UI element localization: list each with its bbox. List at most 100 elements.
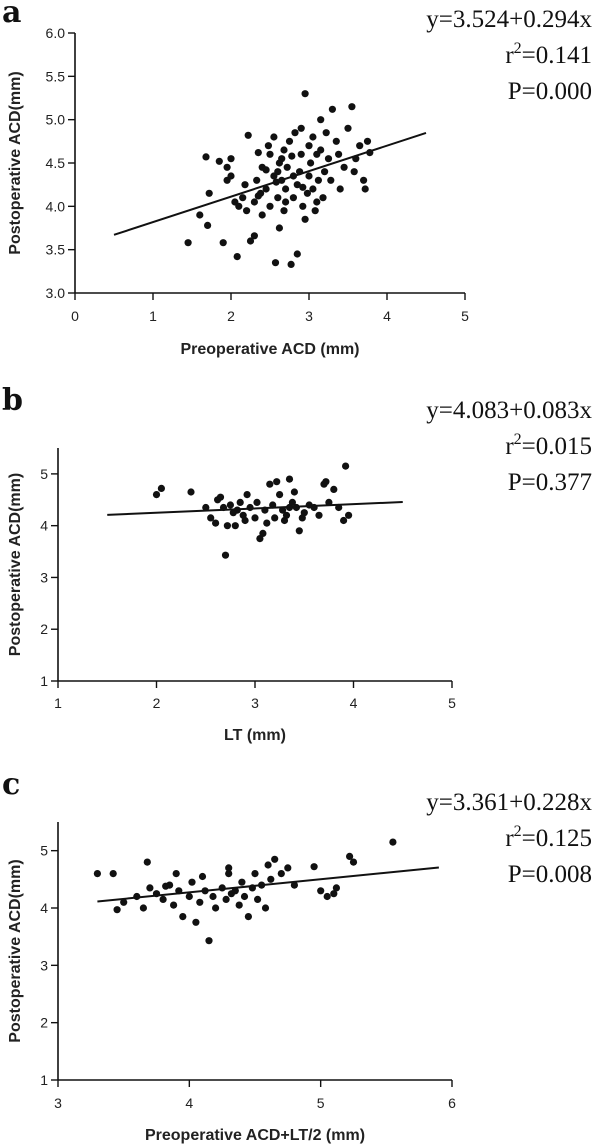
data-point xyxy=(246,503,254,512)
regression-equation: y=3.361+0.228x xyxy=(426,789,592,816)
regression-equation: y=4.083+0.083x xyxy=(426,397,592,424)
data-point xyxy=(205,937,213,945)
data-point xyxy=(336,185,344,193)
x-tick-label: 5 xyxy=(317,1095,325,1111)
data-point xyxy=(330,485,338,493)
data-point xyxy=(300,509,308,517)
data-point xyxy=(264,861,272,869)
data-point xyxy=(297,124,305,132)
data-point xyxy=(229,509,237,517)
data-point xyxy=(363,137,372,145)
data-point xyxy=(332,884,340,892)
data-point xyxy=(282,511,291,519)
data-point xyxy=(227,155,235,163)
x-axis-title: Preoperative ACD (mm) xyxy=(180,341,359,358)
data-point xyxy=(345,511,353,519)
data-point xyxy=(221,551,230,559)
y-tick-label: 1 xyxy=(40,673,48,689)
data-point xyxy=(356,142,364,150)
data-point xyxy=(264,142,272,150)
data-point xyxy=(223,522,231,530)
y-tick-label: 4.5 xyxy=(46,155,66,171)
data-point xyxy=(139,904,147,912)
data-point xyxy=(317,146,325,154)
data-point xyxy=(291,129,299,137)
data-point xyxy=(223,163,231,171)
data-point xyxy=(214,496,222,504)
data-point xyxy=(231,522,239,530)
data-point xyxy=(251,870,259,878)
regression-equation: y=3.524+0.294x xyxy=(426,6,592,33)
r-squared-prefix: r xyxy=(505,42,514,69)
data-point xyxy=(305,172,313,180)
data-point xyxy=(290,488,298,496)
data-point xyxy=(188,878,196,886)
data-point xyxy=(113,906,121,914)
x-tick-label: 5 xyxy=(461,308,469,324)
data-point xyxy=(284,864,292,872)
x-tick-label: 3 xyxy=(251,695,259,711)
data-point xyxy=(324,155,333,163)
data-point xyxy=(254,149,262,157)
data-point xyxy=(143,858,151,866)
data-point xyxy=(187,488,195,496)
data-point xyxy=(241,516,249,525)
x-tick-label: 4 xyxy=(350,695,358,711)
y-tick-label: 5.0 xyxy=(46,112,66,128)
data-point xyxy=(335,150,343,158)
x-tick-label: 0 xyxy=(71,308,79,324)
data-point xyxy=(287,260,295,268)
y-tick-label: 5 xyxy=(40,466,48,482)
data-point xyxy=(185,892,193,901)
data-point xyxy=(246,237,255,245)
y-axis-title: Postoperative ACD(mm) xyxy=(7,71,24,254)
data-point xyxy=(285,475,294,483)
y-tick-label: 4.0 xyxy=(46,198,66,214)
data-point xyxy=(283,163,291,171)
data-point xyxy=(274,168,282,176)
data-point xyxy=(184,239,192,247)
data-point xyxy=(271,514,279,522)
y-axis-title: Postoperative ACD(mm) xyxy=(7,473,24,656)
data-point xyxy=(301,215,309,223)
y-tick-label: 1 xyxy=(40,1072,48,1088)
data-point xyxy=(271,259,280,267)
data-point xyxy=(212,904,220,912)
data-point xyxy=(314,176,322,184)
data-point xyxy=(250,232,258,240)
data-point xyxy=(321,168,329,176)
y-tick-label: 5.5 xyxy=(46,68,66,84)
data-point xyxy=(219,239,227,247)
data-point xyxy=(275,159,283,167)
data-point xyxy=(280,207,288,215)
data-point xyxy=(204,221,212,229)
y-tick-label: 6.0 xyxy=(46,25,66,41)
data-point xyxy=(280,146,288,154)
data-point xyxy=(120,898,128,906)
data-point xyxy=(309,133,317,141)
data-point xyxy=(251,514,259,522)
r-squared-exponent: 2 xyxy=(514,823,522,840)
data-point xyxy=(344,124,352,132)
x-tick-label: 2 xyxy=(227,308,235,324)
r-squared-exponent: 2 xyxy=(514,40,522,57)
data-point xyxy=(152,491,161,499)
data-point xyxy=(348,103,356,111)
data-point xyxy=(309,185,317,193)
data-point xyxy=(330,890,338,898)
data-point xyxy=(289,194,297,202)
y-tick-label: 3 xyxy=(40,569,48,585)
data-point xyxy=(361,185,369,193)
data-point xyxy=(258,211,266,219)
data-point xyxy=(301,90,309,98)
data-point xyxy=(360,176,368,184)
data-point xyxy=(271,855,279,863)
data-point xyxy=(317,116,325,124)
data-point xyxy=(225,870,233,878)
data-point xyxy=(263,519,271,527)
data-point xyxy=(323,892,331,901)
data-point xyxy=(159,895,167,904)
data-point xyxy=(297,150,305,158)
panel-label: b xyxy=(2,383,23,418)
